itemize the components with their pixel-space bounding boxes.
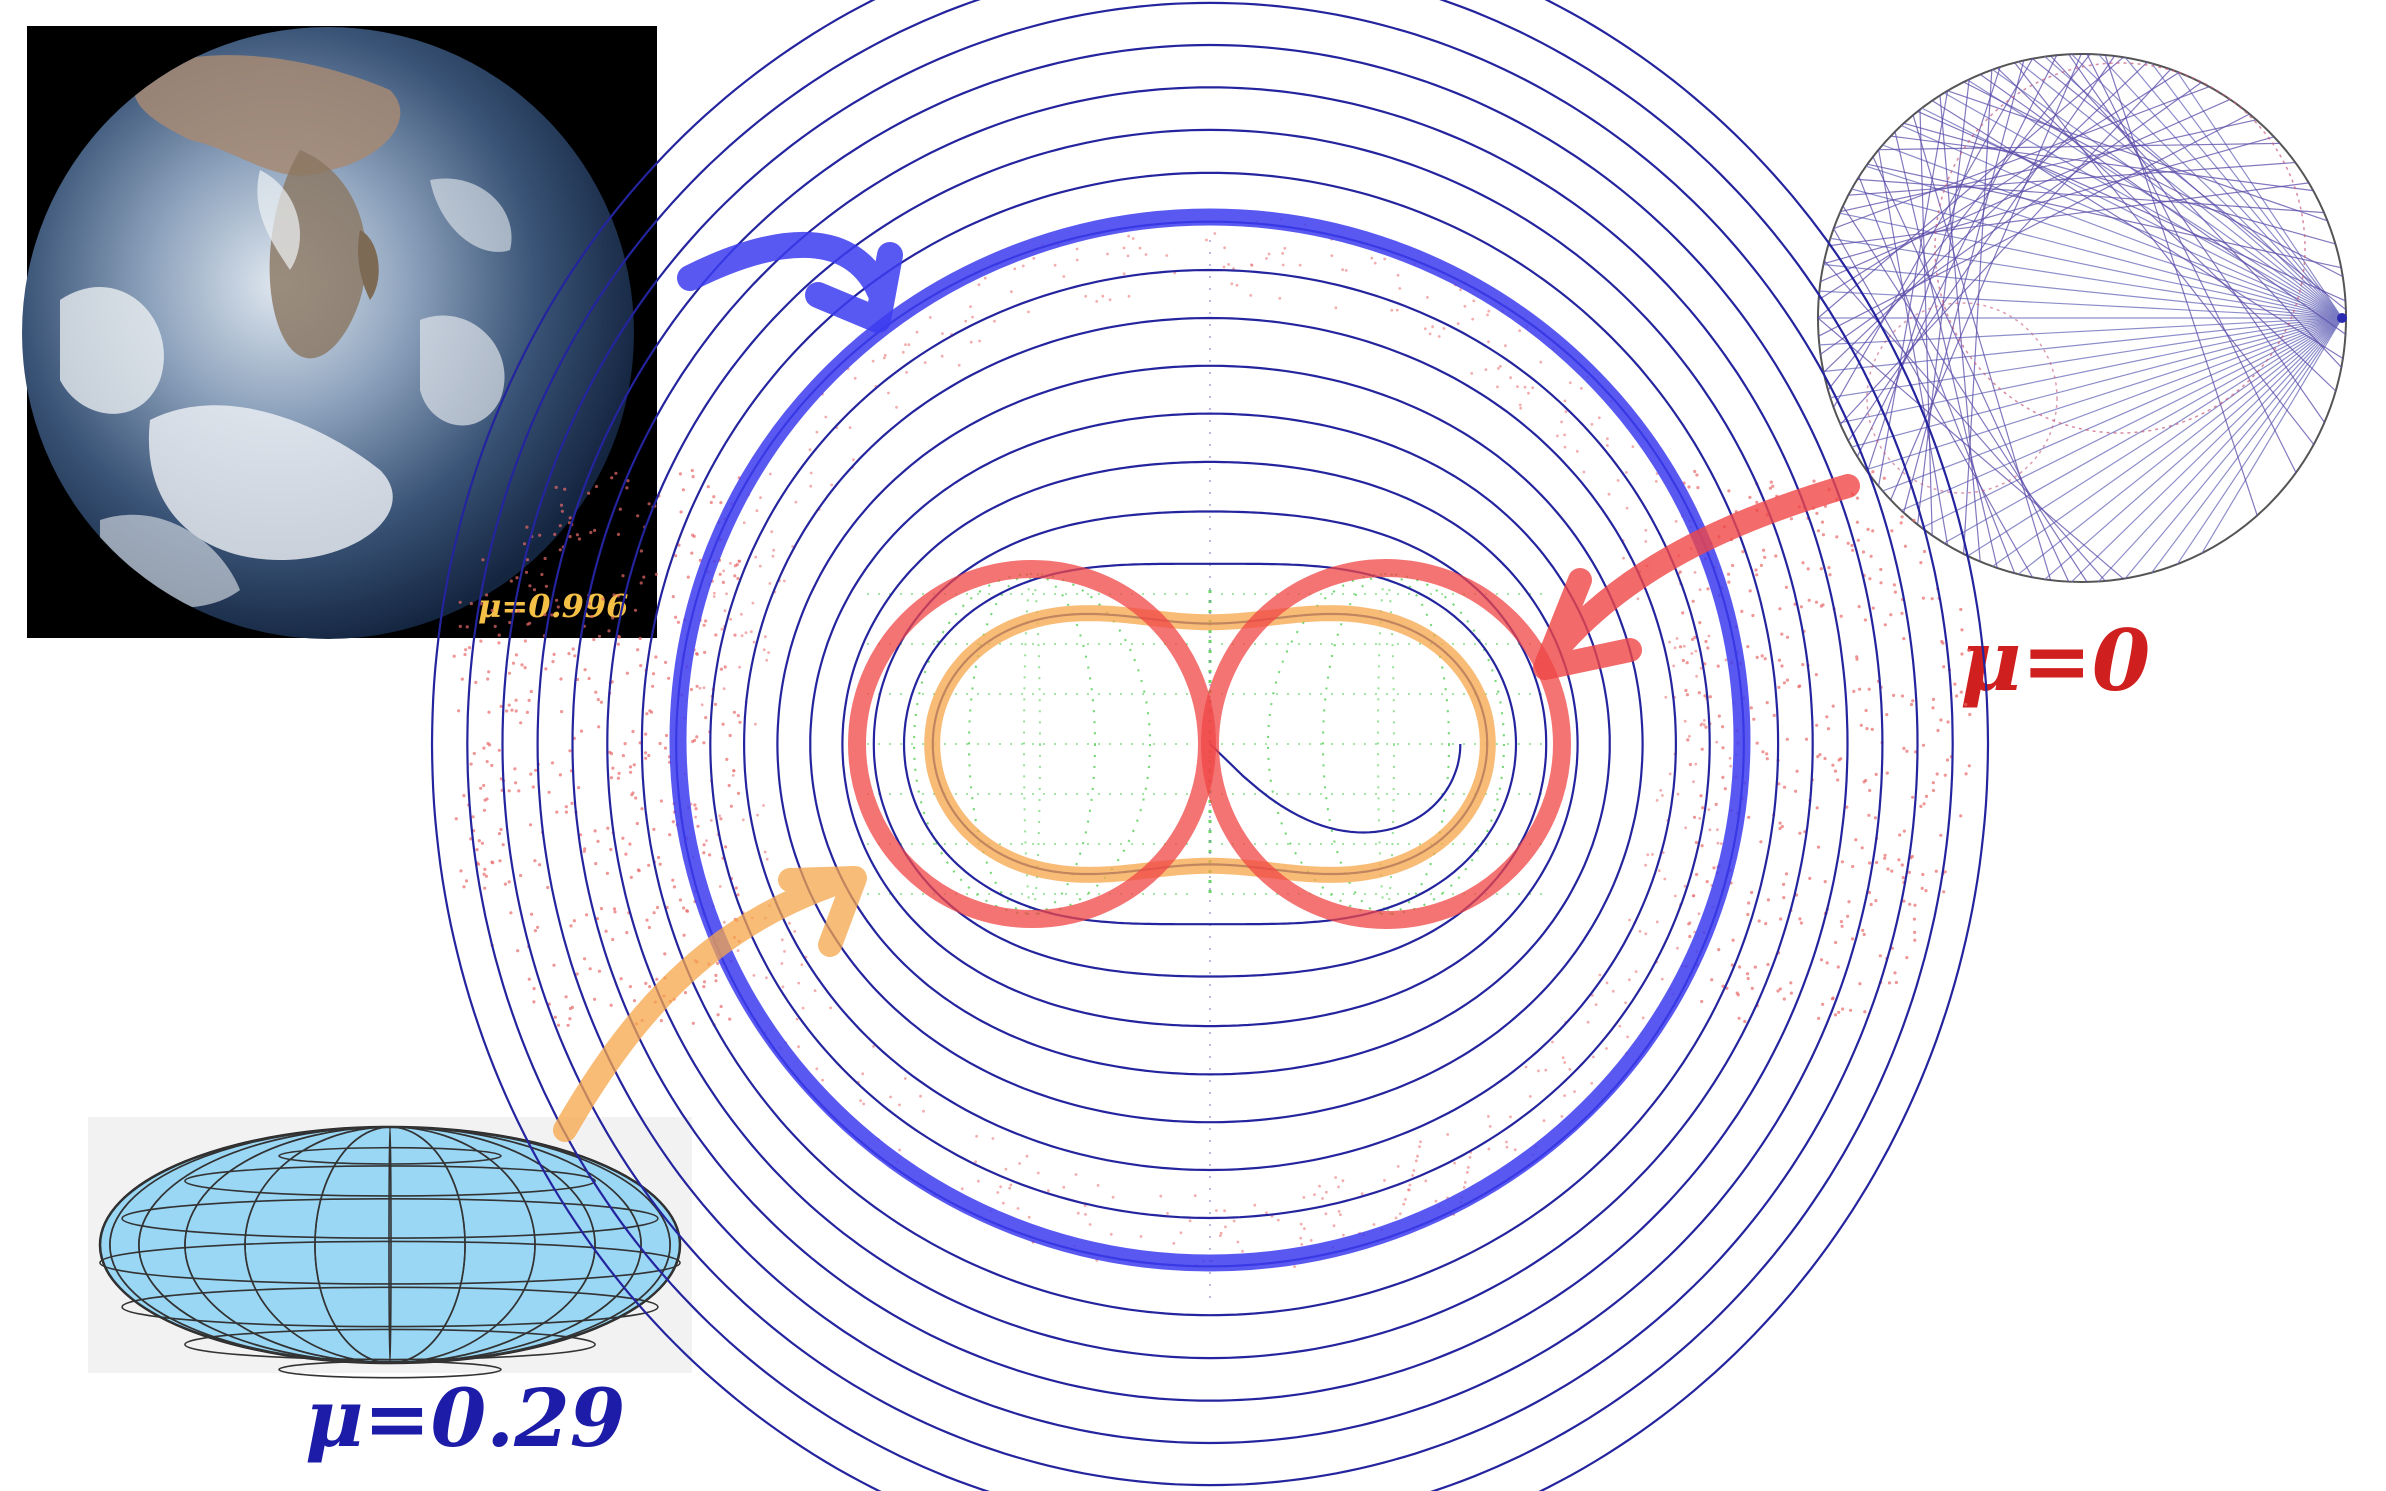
blue-arrow — [677, 231, 903, 333]
ellipsoid-mu-label: μ=0.29 — [305, 1371, 625, 1465]
circle-mu-label: μ=0 — [1960, 611, 2150, 710]
orange-highlight-contour — [924, 605, 1496, 883]
red-highlight-lemniscate — [848, 559, 1571, 929]
contour-line — [501, 1, 1919, 1487]
red-arrow — [1533, 474, 1860, 680]
contour-line — [742, 316, 1678, 1172]
contour-line — [536, 43, 1884, 1445]
blue-highlight-outer — [669, 208, 1751, 1272]
contour-line — [640, 171, 1780, 1317]
oblate-ellipsoid-icon — [98, 1125, 682, 1379]
contour-line — [571, 86, 1849, 1402]
contour-line — [809, 412, 1611, 1076]
contour-line — [902, 562, 1518, 926]
orange-arrow — [553, 866, 867, 1142]
contour-line — [430, 0, 1990, 1491]
chord-circle-panel: μ=0 — [1817, 53, 2347, 710]
contour-line — [872, 510, 1548, 978]
contour-line — [709, 268, 1711, 1220]
contour-line — [466, 0, 1954, 1491]
earth-globe-icon — [22, 27, 634, 639]
contour-line — [776, 364, 1644, 1124]
contour-line — [841, 460, 1579, 1028]
contour-line — [1209, 743, 1462, 834]
contour-line — [606, 128, 1814, 1360]
chord-circle-icon — [1817, 53, 2347, 583]
contour-diagram — [430, 0, 1990, 1491]
earth-photo-panel: μ=0.996 — [22, 26, 657, 639]
ellipsoid-panel: μ=0.29 — [88, 1117, 692, 1465]
